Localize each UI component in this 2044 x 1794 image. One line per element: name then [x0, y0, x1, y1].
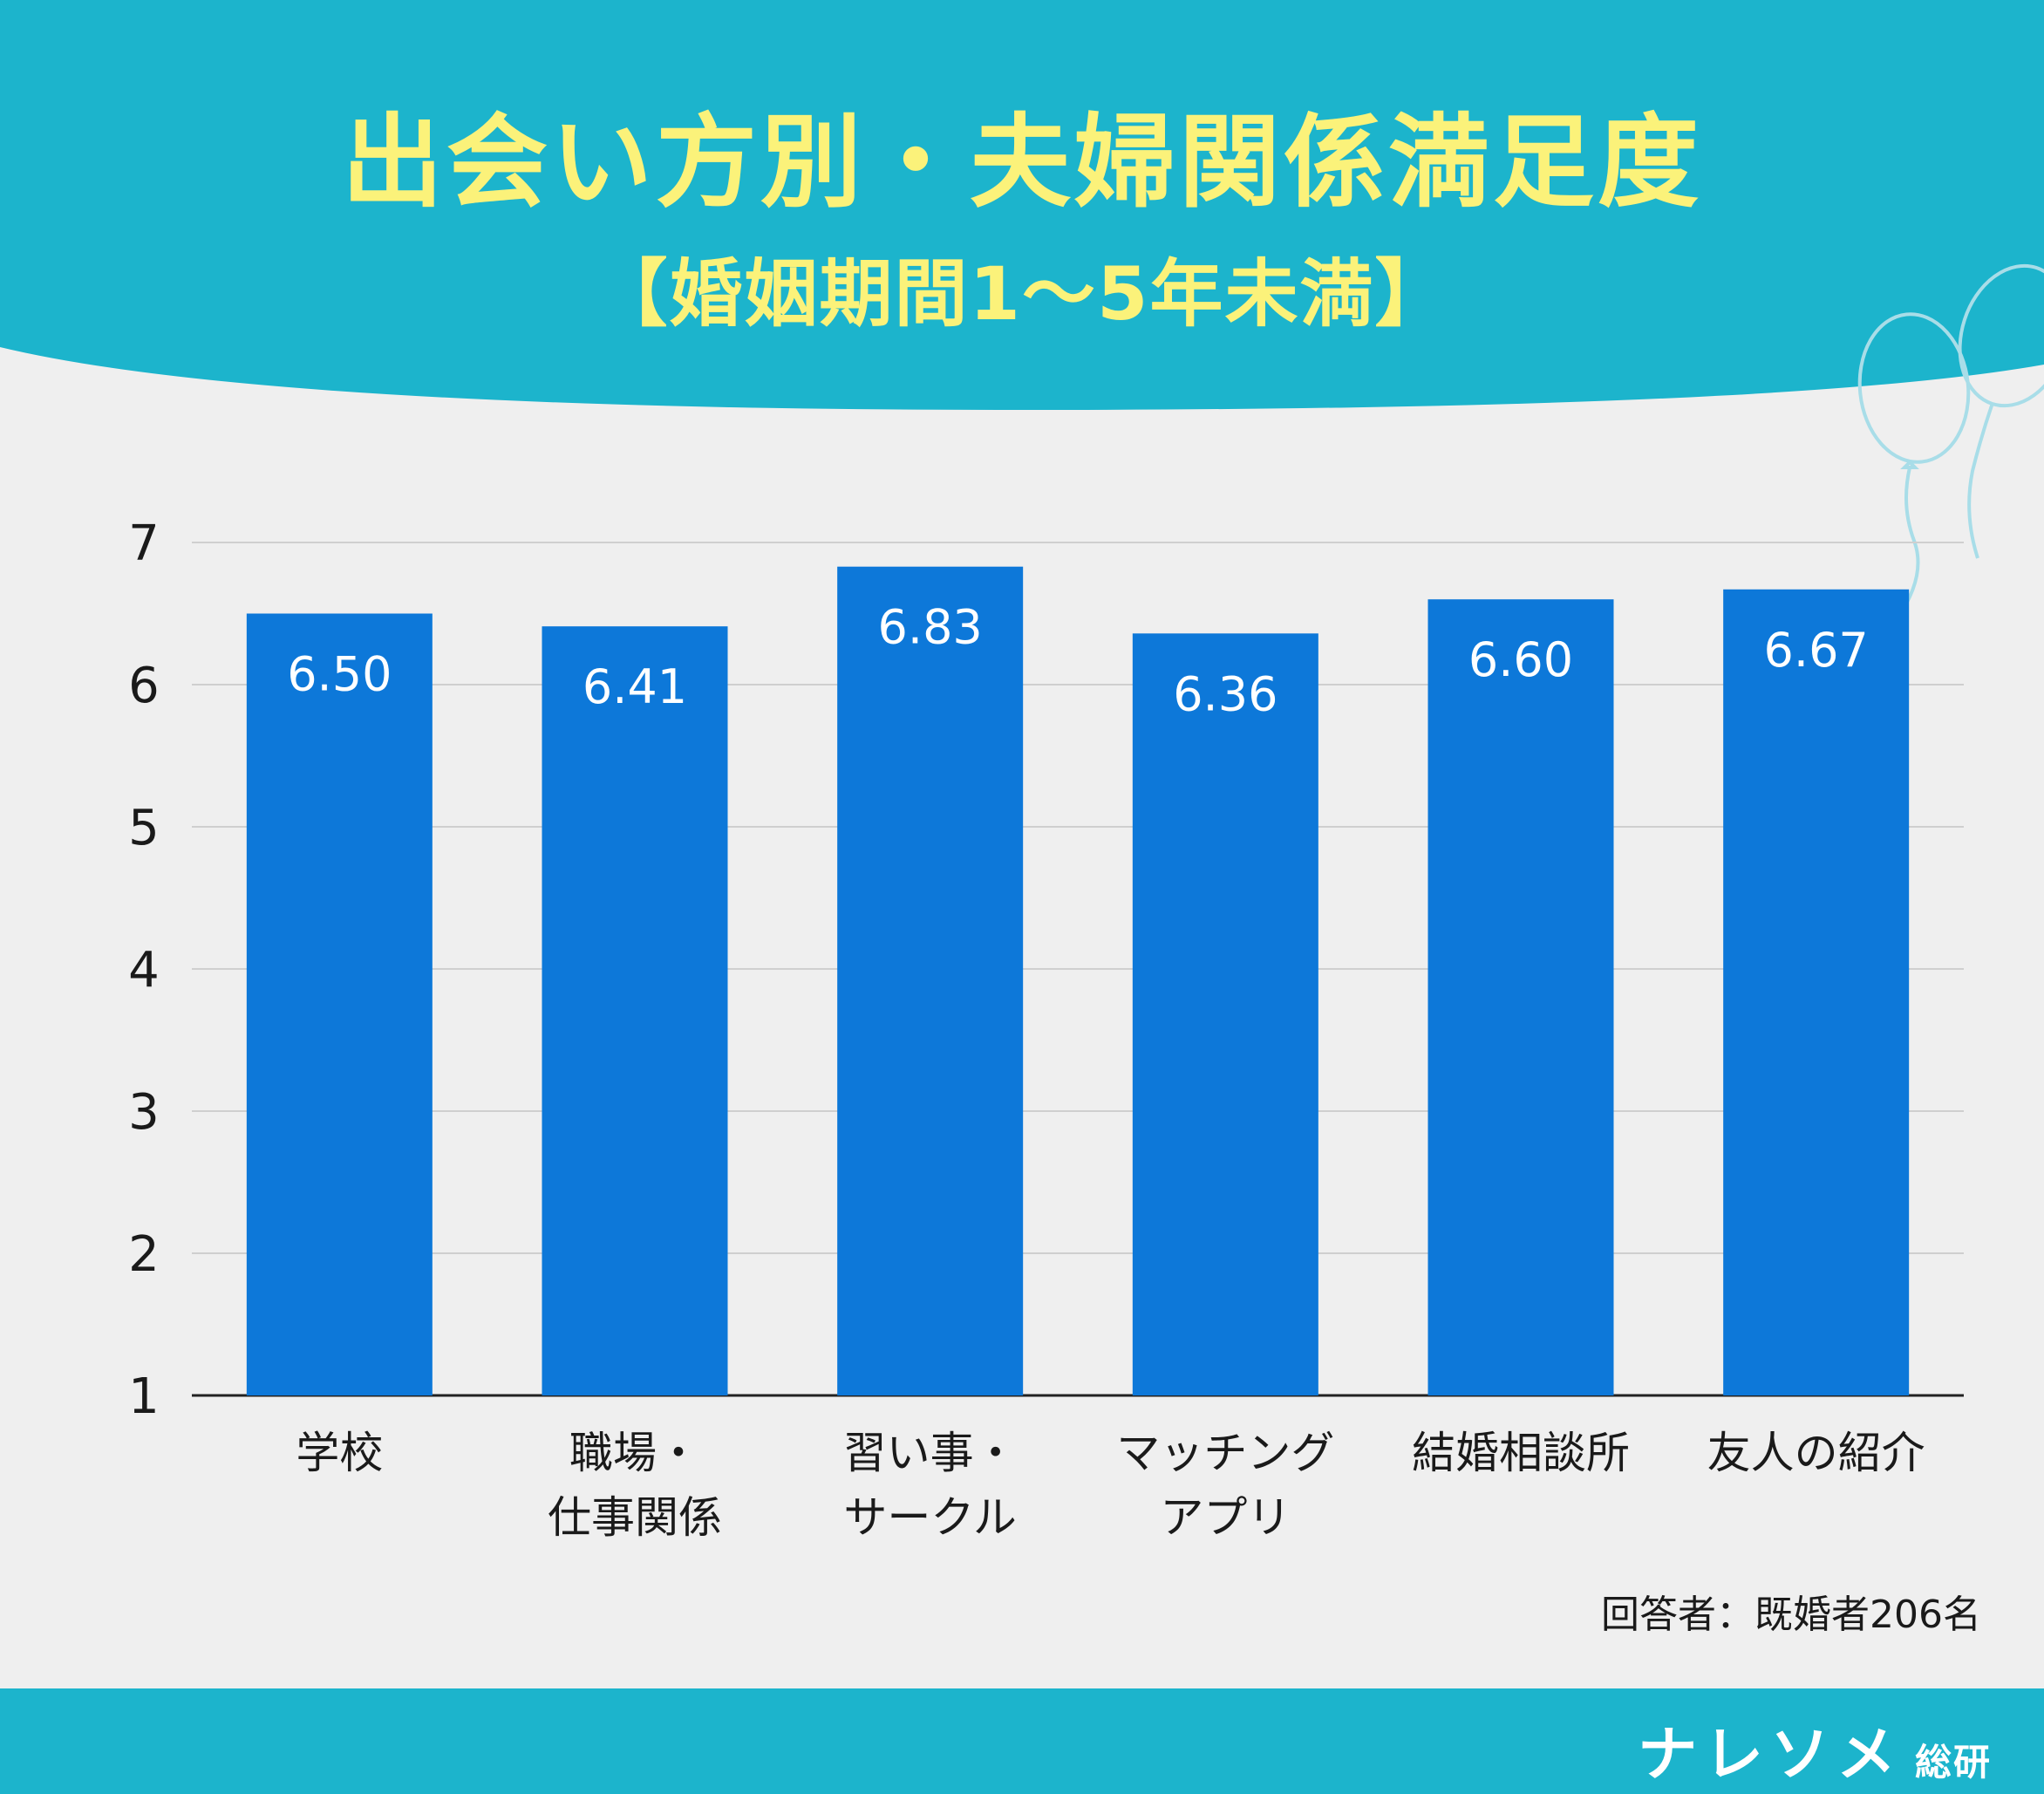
y-tick-label: 2	[128, 1226, 160, 1283]
y-axis-ticks: 1 2 3 4 5 6 7	[128, 515, 160, 1425]
bar-value-label: 6.83	[878, 600, 983, 655]
brand-suffix: 総研	[1914, 1741, 1992, 1784]
y-tick-label: 5	[128, 800, 160, 856]
bar-value-label: 6.67	[1764, 623, 1869, 678]
y-tick-label: 6	[128, 658, 160, 714]
bar-value-label: 6.36	[1173, 666, 1278, 721]
chart-subtitle: 【婚姻期間1〜5年未満】	[594, 251, 1450, 337]
bar	[1723, 589, 1910, 1395]
bars: 6.50 6.41 6.83 6.36 6.60 6.67	[246, 566, 1910, 1395]
bar	[246, 613, 433, 1395]
bar	[542, 626, 728, 1395]
bar-value-label: 6.60	[1468, 632, 1573, 687]
x-category-label: 職場・	[569, 1428, 700, 1478]
bar	[1427, 599, 1614, 1395]
chart-title: 出会い方別・夫婦関係満足度	[342, 104, 1702, 222]
y-tick-label: 4	[128, 942, 160, 999]
x-category-label: 結婚相談所	[1412, 1428, 1630, 1478]
x-category-label: 学校	[296, 1428, 383, 1478]
x-category-label: 仕事関係	[548, 1492, 722, 1543]
footer-band: ナレソメ 総研	[0, 1688, 2044, 1794]
brand-name: ナレソメ	[1637, 1721, 1903, 1790]
x-category-label: 習い事・	[843, 1428, 1018, 1478]
brand-logo: ナレソメ 総研	[1638, 1706, 1992, 1792]
gridlines	[192, 542, 1964, 1397]
y-tick-label: 3	[128, 1084, 160, 1141]
x-category-label: 友人の紹介	[1707, 1428, 1925, 1478]
x-category-label: アプリ	[1160, 1492, 1291, 1543]
y-tick-label: 1	[128, 1368, 160, 1425]
bar-value-label: 6.41	[583, 659, 687, 714]
bar	[1132, 633, 1318, 1395]
bar-value-label: 6.50	[287, 647, 392, 702]
bar	[837, 566, 1024, 1395]
x-category-label: マッチング	[1116, 1428, 1334, 1478]
x-category-label: サークル	[843, 1492, 1017, 1543]
y-tick-label: 7	[128, 515, 160, 572]
respondent-note: 回答者：既婚者206名	[1601, 1593, 1981, 1637]
header-band	[0, 0, 2044, 410]
